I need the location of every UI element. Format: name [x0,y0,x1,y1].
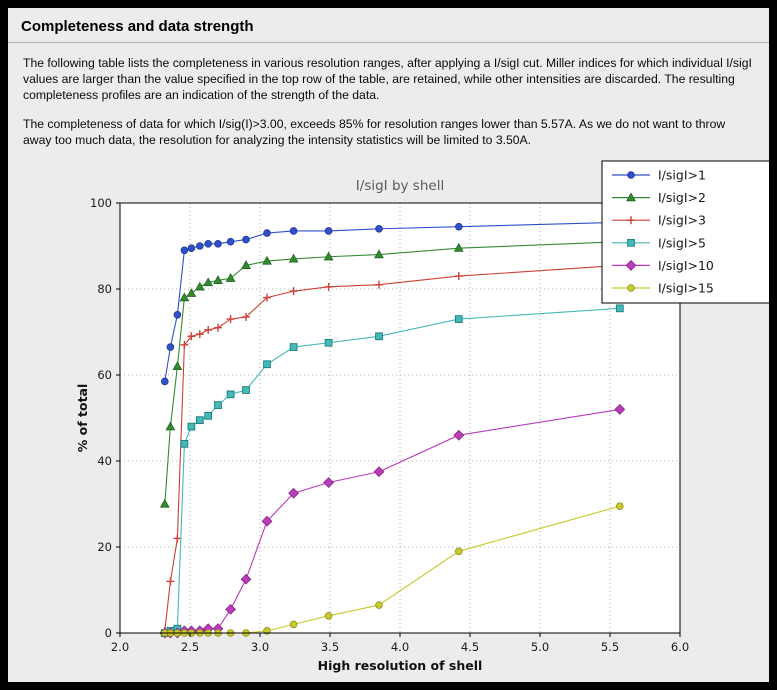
svg-text:2.5: 2.5 [181,640,199,654]
svg-text:100: 100 [90,196,112,210]
svg-text:I/sigI>1: I/sigI>1 [658,168,706,183]
svg-text:I/sigI>3: I/sigI>3 [658,213,706,228]
svg-text:2.0: 2.0 [111,640,129,654]
svg-text:4.5: 4.5 [461,640,479,654]
svg-text:80: 80 [97,282,112,296]
svg-text:% of total: % of total [75,384,90,453]
paragraph-resolution-conclusion: The completeness of data for which I/sig… [23,116,726,147]
svg-text:6.0: 6.0 [671,640,689,654]
svg-text:3.0: 3.0 [251,640,269,654]
isigi-by-shell-chart: 2.0 2.5 3.0 3.5 4.0 4.5 5.0 5.5 6.0 0 20 40 60 80 100 I… [75,160,769,673]
svg-text:5.0: 5.0 [531,640,549,654]
svg-text:I/sigI by shell: I/sigI by shell [356,178,444,194]
svg-text:20: 20 [97,540,112,554]
paragraph-completeness-intro: The following table lists the completene… [23,56,752,103]
svg-text:0: 0 [105,626,112,640]
svg-text:I/sigI>10: I/sigI>10 [658,258,714,273]
svg-text:High resolution of shell: High resolution of shell [318,658,483,673]
title-divider [8,42,769,43]
svg-text:3.5: 3.5 [321,640,339,654]
report-panel: Completeness and data strength The follo… [8,8,769,682]
svg-text:I/sigI>2: I/sigI>2 [658,190,706,205]
svg-text:4.0: 4.0 [391,640,409,654]
completeness-figure: 2.0 2.5 3.0 3.5 4.0 4.5 5.0 5.5 6.0 0 20 40 60 80 100 I… [12,158,769,679]
svg-text:5.5: 5.5 [601,640,619,654]
page-title: Completeness and data strength [21,18,254,35]
svg-text:40: 40 [97,454,112,468]
svg-text:I/sigI>15: I/sigI>15 [658,281,714,296]
svg-text:60: 60 [97,368,112,382]
svg-text:I/sigI>5: I/sigI>5 [658,235,706,250]
